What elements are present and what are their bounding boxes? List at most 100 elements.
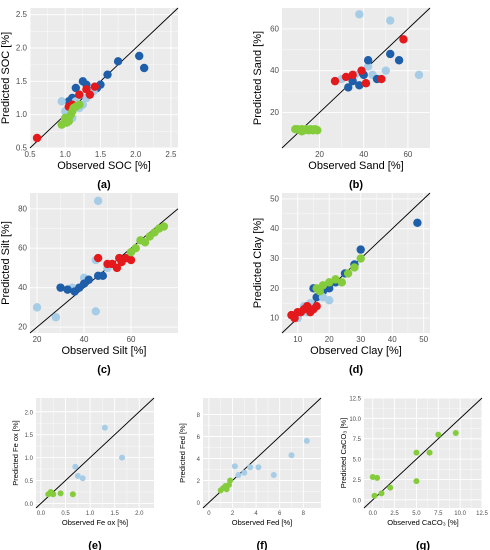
data-point — [414, 70, 424, 80]
x-axis-label: Observed Fe ox [%] — [62, 518, 128, 527]
y-tick-label: 1.0 — [25, 456, 34, 462]
y-axis-label: Predicted Sand [%] — [252, 31, 264, 125]
data-point — [369, 474, 376, 481]
series-red — [287, 301, 321, 323]
x-tick-label: 2.0 — [135, 511, 144, 517]
identity-line — [29, 7, 179, 149]
x-tick-label: 40 — [388, 335, 397, 344]
data-point — [90, 82, 100, 91]
data-point — [103, 70, 112, 79]
data-point — [231, 463, 238, 470]
data-point — [297, 127, 307, 136]
data-point — [93, 253, 103, 263]
x-axis-label: Observed Sand [%] — [308, 160, 403, 172]
data-point — [241, 469, 248, 476]
x-axis-label: Observed Silt [%] — [62, 345, 147, 357]
data-point — [113, 57, 123, 66]
x-tick-label: 40 — [359, 150, 368, 159]
y-tick-label: 0.5 — [16, 144, 28, 153]
data-point — [331, 275, 340, 284]
data-point — [413, 449, 420, 456]
data-point — [159, 222, 169, 231]
data-point — [381, 66, 391, 75]
x-tick-label: 12.5 — [476, 511, 488, 517]
data-point — [386, 49, 395, 59]
series-red — [93, 253, 136, 273]
data-point — [69, 491, 76, 498]
x-tick-label: 1.0 — [86, 511, 95, 517]
data-point — [223, 486, 230, 493]
series-dark_blue — [56, 271, 108, 296]
panel-label: (a) — [97, 179, 111, 191]
data-point — [330, 76, 340, 86]
y-tick-label: 2.0 — [25, 410, 34, 416]
data-point — [303, 437, 310, 444]
data-point — [98, 271, 108, 281]
identity-line — [363, 397, 483, 509]
x-tick-label: 20 — [315, 150, 324, 159]
panel-label: (b) — [349, 179, 363, 191]
y-tick-label: 0 — [197, 501, 201, 507]
data-point — [91, 307, 100, 316]
data-point — [84, 275, 93, 284]
data-point — [72, 463, 79, 470]
x-tick-label: 4 — [254, 511, 258, 517]
x-tick-label: 40 — [80, 335, 89, 344]
x-tick-label: 7.5 — [434, 511, 443, 517]
data-point — [255, 464, 262, 471]
y-tick-label: 7.5 — [353, 437, 362, 443]
x-tick-label: 60 — [403, 150, 412, 159]
data-point — [356, 254, 365, 263]
series-green — [217, 477, 234, 494]
y-tick-label: 2 — [197, 479, 201, 485]
x-tick-label: 20 — [33, 335, 42, 344]
y-tick-label: 80 — [18, 204, 27, 213]
data-point — [135, 51, 144, 61]
panel-label: (c) — [97, 364, 111, 376]
data-point — [75, 100, 84, 109]
y-tick-label: 20 — [270, 108, 279, 117]
y-tick-label: 1.0 — [16, 110, 28, 119]
x-tick-label: 5.0 — [412, 511, 421, 517]
series-light_blue — [231, 437, 310, 478]
data-point — [378, 490, 385, 497]
y-tick-label: 0.5 — [25, 479, 34, 485]
data-point — [32, 303, 42, 312]
y-tick-label: 60 — [18, 244, 27, 253]
x-tick-label: 30 — [356, 335, 365, 344]
y-tick-label: 1.5 — [25, 433, 34, 439]
data-point — [85, 90, 95, 99]
x-tick-label: 2.5 — [165, 150, 177, 159]
data-point — [344, 83, 353, 92]
data-point — [452, 430, 459, 437]
y-tick-label: 10.0 — [349, 417, 361, 423]
series-red — [330, 35, 408, 88]
y-tick-label: 20 — [18, 323, 27, 332]
series-green — [312, 254, 365, 296]
data-point — [357, 66, 366, 75]
data-point — [355, 10, 364, 19]
x-tick-label: 1.5 — [95, 150, 107, 159]
y-tick-label: 8 — [197, 413, 201, 419]
x-tick-label: 8 — [302, 511, 306, 517]
y-tick-label: 1.5 — [16, 77, 28, 86]
data-point — [394, 56, 404, 65]
panel-label: (g) — [416, 540, 430, 550]
series-green — [126, 222, 169, 257]
data-point — [270, 472, 277, 478]
x-tick-label: 1.0 — [60, 150, 72, 159]
data-point — [247, 464, 254, 471]
data-point — [64, 117, 73, 126]
data-point — [363, 56, 373, 65]
data-point — [93, 196, 103, 206]
y-axis-label: Predicted Silt [%] — [0, 221, 12, 305]
data-point — [341, 72, 351, 82]
data-point — [112, 263, 122, 273]
y-tick-label: 2.5 — [353, 478, 362, 484]
x-axis-label: Observed Fed [%] — [232, 518, 292, 527]
y-tick-label: 2.0 — [16, 44, 28, 53]
data-point — [288, 452, 295, 459]
y-axis-label: Predicted Fed [%] — [178, 423, 187, 483]
y-tick-label: 2.5 — [16, 10, 28, 19]
panel-d: 10 20 30 40 50 10 20 30 40 50 Observed Clay [%] Pre… — [252, 192, 431, 376]
